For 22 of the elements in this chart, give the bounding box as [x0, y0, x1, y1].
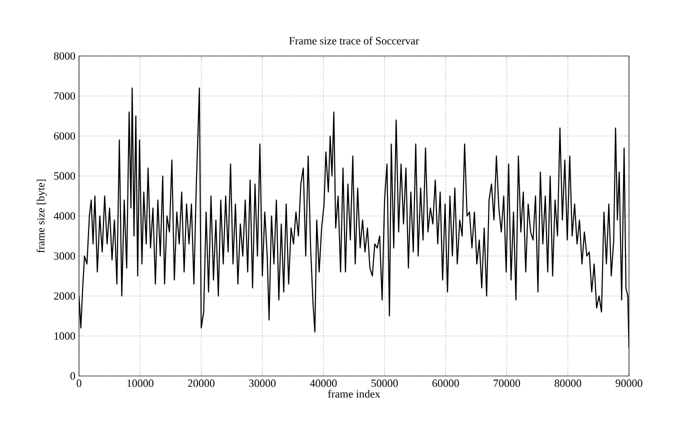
y-tick-label: 3000 [54, 252, 76, 260]
y-tick-label: 1000 [54, 332, 76, 340]
x-tick-label: 70000 [494, 380, 520, 387]
x-axis-title: frame index [328, 390, 380, 398]
y-tick-label: 8000 [54, 52, 76, 60]
y-tick-label: 0 [70, 372, 76, 380]
x-tick-label: 50000 [372, 380, 398, 387]
y-tick-label: 2000 [54, 292, 76, 300]
x-tick-label: 90000 [616, 380, 642, 387]
y-tick-label: 4000 [54, 212, 76, 220]
x-tick-label: 40000 [310, 380, 337, 387]
y-tick-label: 6000 [54, 132, 76, 140]
y-tick-label: 7000 [54, 92, 76, 100]
y-axis-title: frame size [byte] [36, 180, 47, 253]
x-tick-label: 10000 [127, 380, 154, 387]
chart-title: Frame size trace of Soccervar [289, 36, 420, 45]
x-tick-label: 0 [76, 380, 82, 387]
x-tick-label: 30000 [249, 380, 276, 387]
x-tick-label: 60000 [432, 380, 459, 387]
y-tick-label: 5000 [54, 172, 76, 180]
x-tick-label: 20000 [188, 380, 215, 387]
x-tick-label: 80000 [554, 380, 582, 387]
